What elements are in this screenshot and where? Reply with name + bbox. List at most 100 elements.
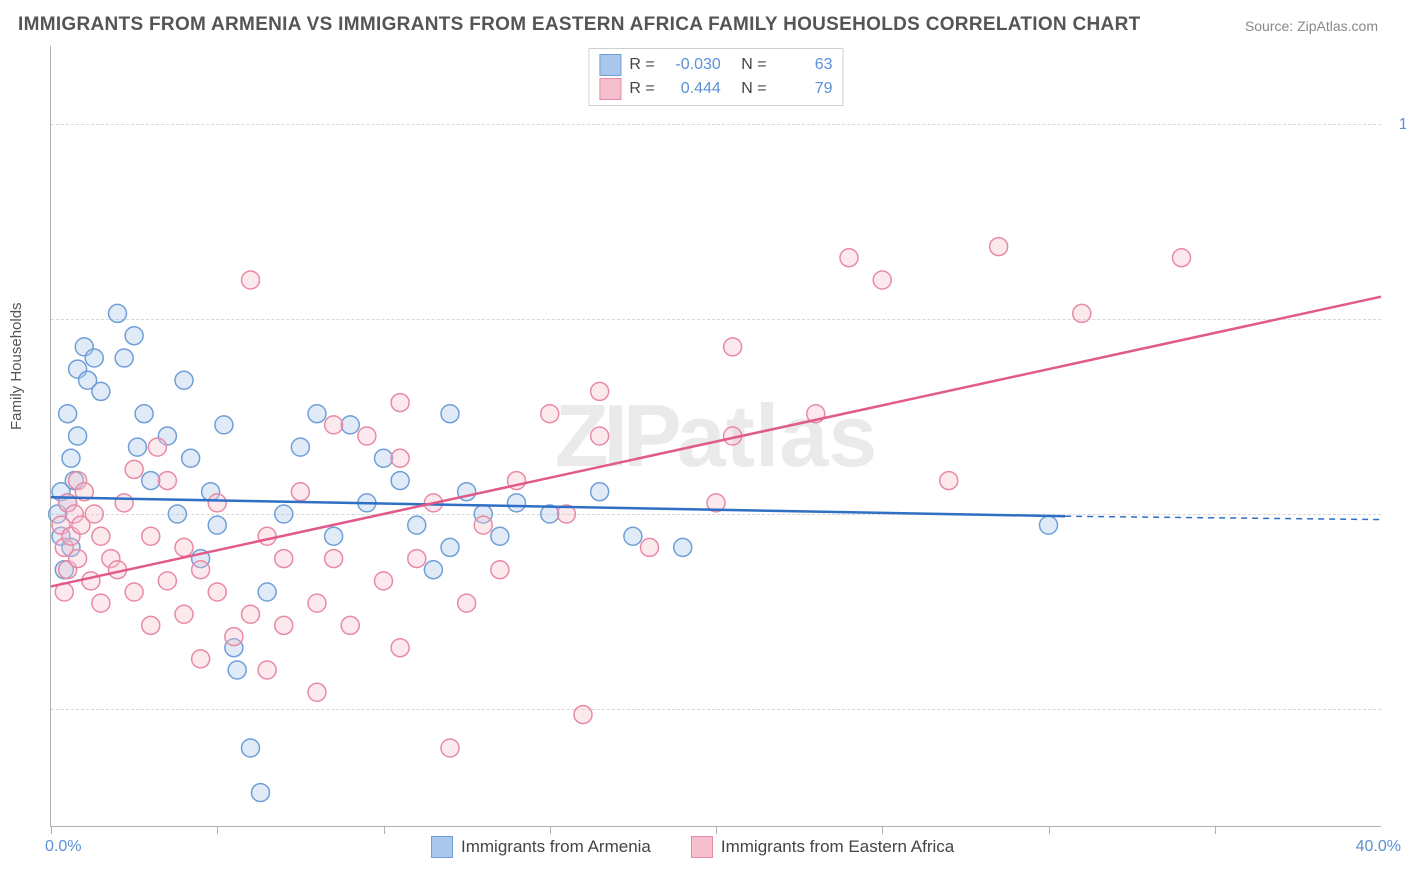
scatter-point-eastern_africa [175, 538, 193, 556]
scatter-point-eastern_africa [275, 550, 293, 568]
legend-item-armenia: Immigrants from Armenia [431, 836, 651, 858]
scatter-point-eastern_africa [391, 394, 409, 412]
scatter-point-armenia [391, 472, 409, 490]
scatter-point-armenia [85, 349, 103, 367]
stats-legend-box: R = -0.030 N = 63 R = 0.444 N = 79 [588, 48, 843, 106]
scatter-point-armenia [208, 516, 226, 534]
scatter-point-eastern_africa [192, 561, 210, 579]
scatter-point-eastern_africa [391, 449, 409, 467]
scatter-point-eastern_africa [341, 616, 359, 634]
source-attribution: Source: ZipAtlas.com [1245, 18, 1378, 34]
scatter-point-eastern_africa [375, 572, 393, 590]
scatter-point-eastern_africa [82, 572, 100, 590]
scatter-point-eastern_africa [491, 561, 509, 579]
scatter-point-eastern_africa [175, 605, 193, 623]
legend-label-eastern-africa: Immigrants from Eastern Africa [721, 837, 954, 857]
source-prefix: Source: [1245, 18, 1297, 34]
scatter-point-eastern_africa [92, 527, 110, 545]
scatter-point-eastern_africa [242, 271, 260, 289]
scatter-point-eastern_africa [840, 249, 858, 267]
regression-line-eastern_africa [51, 297, 1381, 587]
scatter-point-armenia [424, 561, 442, 579]
scatter-point-armenia [491, 527, 509, 545]
scatter-point-armenia [291, 438, 309, 456]
scatter-point-eastern_africa [441, 739, 459, 757]
scatter-point-eastern_africa [724, 338, 742, 356]
scatter-point-eastern_africa [158, 572, 176, 590]
r-value-armenia: -0.030 [663, 53, 721, 77]
scatter-point-eastern_africa [258, 527, 276, 545]
scatter-point-armenia [275, 505, 293, 523]
scatter-point-eastern_africa [275, 616, 293, 634]
source-link[interactable]: ZipAtlas.com [1297, 18, 1378, 34]
scatter-point-armenia [251, 784, 269, 802]
scatter-point-eastern_africa [125, 460, 143, 478]
scatter-point-eastern_africa [258, 661, 276, 679]
n-value-eastern-africa: 79 [775, 77, 833, 101]
stats-row-armenia: R = -0.030 N = 63 [599, 53, 832, 77]
n-label: N = [741, 53, 766, 77]
y-tick-label: 65.0% [1389, 506, 1406, 524]
scatter-point-eastern_africa [474, 516, 492, 534]
x-tick [1049, 826, 1050, 834]
scatter-point-armenia [624, 527, 642, 545]
bottom-legend: Immigrants from Armenia Immigrants from … [431, 836, 954, 858]
scatter-point-armenia [215, 416, 233, 434]
n-label: N = [741, 77, 766, 101]
scatter-point-armenia [591, 483, 609, 501]
scatter-point-eastern_africa [391, 639, 409, 657]
x-tick [51, 826, 52, 834]
scatter-point-eastern_africa [458, 594, 476, 612]
scatter-point-eastern_africa [308, 594, 326, 612]
scatter-point-eastern_africa [142, 527, 160, 545]
x-tick-label-max: 40.0% [1356, 838, 1401, 856]
scatter-point-eastern_africa [158, 472, 176, 490]
scatter-point-eastern_africa [574, 706, 592, 724]
chart-title: IMMIGRANTS FROM ARMENIA VS IMMIGRANTS FR… [18, 14, 1141, 36]
scatter-point-armenia [242, 739, 260, 757]
scatter-point-eastern_africa [873, 271, 891, 289]
swatch-armenia [431, 836, 453, 858]
y-tick-label: 47.5% [1389, 701, 1406, 719]
scatter-point-armenia [325, 527, 343, 545]
scatter-point-eastern_africa [142, 616, 160, 634]
scatter-point-eastern_africa [192, 650, 210, 668]
scatter-point-armenia [508, 494, 526, 512]
swatch-armenia [599, 54, 621, 76]
scatter-point-eastern_africa [1073, 304, 1091, 322]
legend-label-armenia: Immigrants from Armenia [461, 837, 651, 857]
scatter-point-armenia [128, 438, 146, 456]
scatter-point-armenia [175, 371, 193, 389]
scatter-point-eastern_africa [242, 605, 260, 623]
scatter-point-eastern_africa [69, 550, 87, 568]
x-tick [716, 826, 717, 834]
x-tick [384, 826, 385, 834]
scatter-point-armenia [115, 349, 133, 367]
x-tick [882, 826, 883, 834]
chart-svg-layer [51, 46, 1381, 826]
r-label: R = [629, 53, 654, 77]
scatter-point-eastern_africa [125, 583, 143, 601]
scatter-point-eastern_africa [291, 483, 309, 501]
scatter-point-armenia [168, 505, 186, 523]
scatter-point-eastern_africa [990, 238, 1008, 256]
scatter-point-armenia [375, 449, 393, 467]
scatter-point-armenia [182, 449, 200, 467]
scatter-point-eastern_africa [208, 494, 226, 512]
scatter-point-eastern_africa [591, 427, 609, 445]
stats-row-eastern-africa: R = 0.444 N = 79 [599, 77, 832, 101]
scatter-point-armenia [59, 405, 77, 423]
y-tick-label: 100.0% [1389, 116, 1406, 134]
scatter-point-eastern_africa [115, 494, 133, 512]
scatter-point-armenia [408, 516, 426, 534]
r-label: R = [629, 77, 654, 101]
scatter-point-eastern_africa [148, 438, 166, 456]
scatter-point-armenia [62, 449, 80, 467]
scatter-point-eastern_africa [940, 472, 958, 490]
x-tick [550, 826, 551, 834]
scatter-point-eastern_africa [408, 550, 426, 568]
scatter-point-armenia [109, 304, 127, 322]
scatter-point-eastern_africa [541, 405, 559, 423]
legend-item-eastern-africa: Immigrants from Eastern Africa [691, 836, 954, 858]
x-tick [1215, 826, 1216, 834]
